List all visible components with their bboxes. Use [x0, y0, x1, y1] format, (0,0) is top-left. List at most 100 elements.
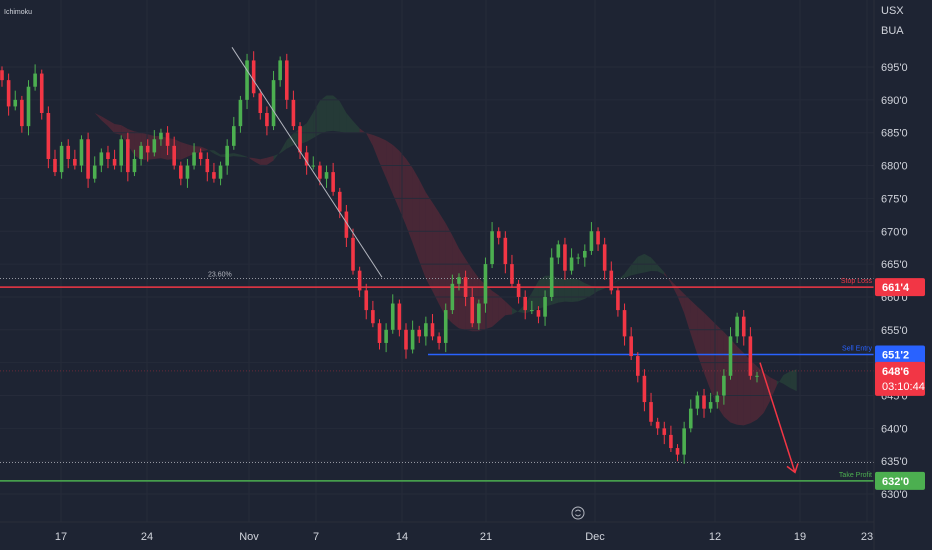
candle-body	[152, 139, 157, 153]
candles	[0, 51, 759, 464]
price-badges: 661'4 651'2 632'0 648'6 03:10:44	[875, 278, 925, 490]
candle-body	[695, 395, 700, 409]
cloud-segment	[677, 287, 685, 314]
cloud-segment	[346, 112, 354, 133]
x-tick-label: Dec	[585, 531, 605, 543]
candle-body	[20, 99, 24, 127]
cloud-segment	[392, 144, 400, 210]
cloud-segment	[737, 346, 744, 426]
candle-body	[371, 310, 375, 324]
cloud-segment	[704, 312, 711, 391]
cloud-segment	[107, 120, 115, 134]
candle-body	[278, 60, 282, 81]
cloud-segment	[644, 253, 652, 273]
symbol-line1: USX	[881, 5, 904, 17]
candle-body	[271, 80, 276, 127]
cloud-segment	[657, 264, 665, 275]
y-tick-label: 675'0	[881, 193, 908, 205]
candle-body	[649, 402, 653, 422]
candle-body	[79, 139, 84, 166]
candle-body	[470, 296, 475, 324]
candle-body	[159, 132, 163, 140]
cloud-segment	[233, 153, 241, 157]
cloud-segment	[359, 128, 367, 134]
candle-body	[33, 73, 37, 87]
candle-body	[662, 428, 667, 435]
candle-body	[265, 112, 269, 127]
candle-body	[496, 231, 501, 238]
candle-body	[139, 145, 143, 159]
y-tick-label: 635'0	[881, 456, 908, 468]
cloud-segment	[399, 150, 406, 226]
cloud-segment	[558, 277, 565, 303]
cloud-segment	[405, 158, 413, 243]
candle-body	[6, 80, 11, 107]
cloud-segment	[763, 372, 771, 414]
sell-entry-badge-text: 651'2	[882, 349, 909, 361]
cloud-segment	[386, 140, 393, 195]
indicator-label[interactable]: Ichimoku	[4, 9, 32, 16]
candle-body	[516, 283, 521, 297]
x-tick-label: 7	[313, 531, 319, 543]
candle-body	[583, 250, 587, 258]
x-tick-label: Nov	[239, 531, 259, 543]
candle-body	[59, 145, 64, 173]
x-tick-label: 12	[709, 531, 721, 543]
candle-body	[483, 264, 488, 304]
cloud-segment	[492, 290, 499, 327]
cloud-segment	[114, 123, 122, 135]
candle-body	[39, 73, 44, 113]
cloud-segment	[339, 101, 347, 133]
cloud-segment	[379, 137, 387, 178]
cloud-segment	[511, 307, 519, 315]
cloud-segment	[631, 256, 638, 276]
candle-body	[602, 244, 607, 271]
candle-body	[318, 165, 322, 179]
candle-body	[0, 70, 4, 81]
sync-icon[interactable]	[571, 506, 585, 520]
cloud-segment	[578, 279, 585, 302]
candle-body	[245, 60, 249, 100]
candle-body	[66, 145, 71, 159]
symbol-line2: BUA	[881, 25, 904, 37]
candle-body	[629, 336, 633, 357]
cloud-segment	[372, 134, 380, 163]
trend-line	[231, 47, 383, 278]
cloud-segment	[213, 150, 221, 157]
cloud-segment	[419, 179, 426, 279]
current-price-badge-text: 648'6	[882, 366, 909, 378]
cloud-segment	[498, 295, 506, 322]
cloud-segment	[531, 280, 539, 312]
cloud-segment	[240, 154, 248, 158]
candle-body	[728, 336, 733, 376]
candle-body	[450, 283, 455, 311]
candle-body	[324, 172, 329, 179]
cloud-segment	[366, 133, 373, 146]
cloud-segment	[790, 369, 797, 392]
candle-body	[92, 165, 97, 179]
candle-body	[675, 448, 680, 455]
cloud-segment	[207, 149, 214, 154]
countdown-badge-text: 03:10:44	[882, 381, 925, 393]
candle-body	[576, 257, 580, 259]
cloud-segment	[697, 306, 705, 373]
candle-body	[357, 270, 362, 291]
candle-body	[609, 270, 614, 291]
cloud-segment	[690, 300, 698, 355]
candle-body	[397, 303, 402, 330]
candle-body	[351, 237, 355, 271]
y-tick-label: 680'0	[881, 161, 908, 173]
cloud-segment	[194, 146, 201, 154]
cloud-segment	[458, 248, 466, 330]
cloud-segment	[247, 156, 254, 162]
y-tick-label: 630'0	[881, 489, 908, 501]
cloud-segment	[326, 95, 334, 132]
cloud-segment	[266, 155, 274, 165]
candle-body	[364, 290, 369, 311]
candle-body	[622, 310, 627, 337]
candle-body	[563, 244, 567, 271]
cloud-segment	[624, 264, 632, 278]
x-tick-label: 14	[396, 531, 408, 543]
candle-body	[424, 323, 428, 337]
